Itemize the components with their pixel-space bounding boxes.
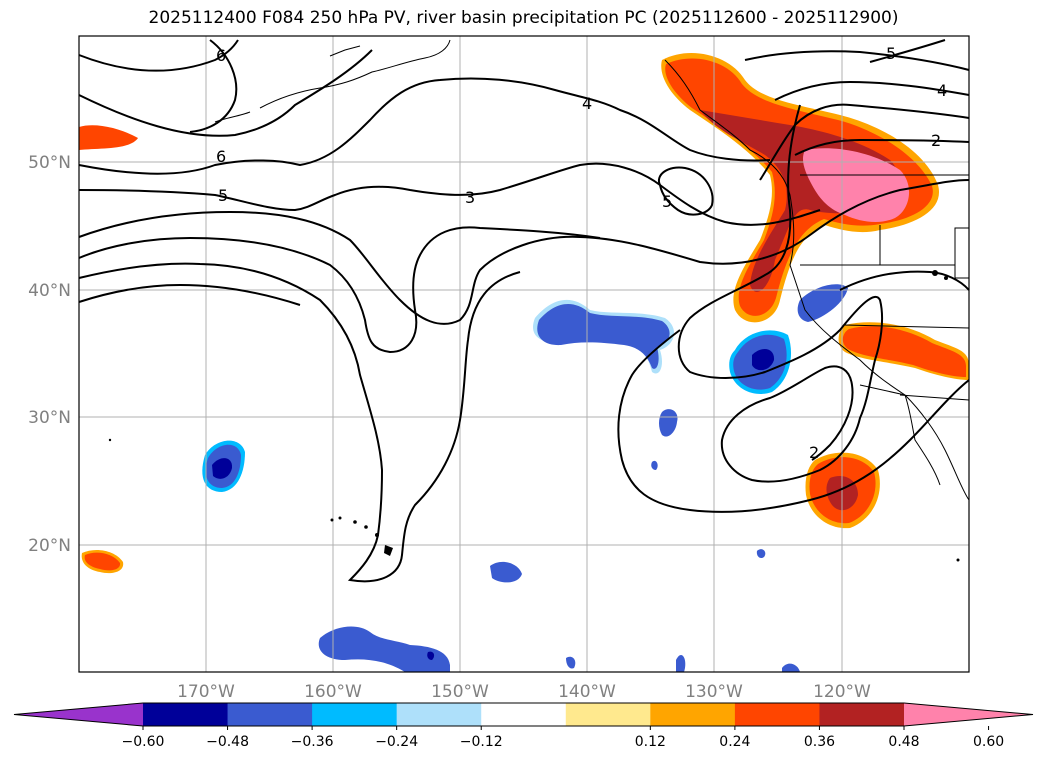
lat-label: 50°N xyxy=(28,153,71,173)
precip-patch-southwest-inner xyxy=(84,552,121,571)
lat-label: 40°N xyxy=(28,281,71,301)
precip-patch-small-1 xyxy=(659,409,678,437)
precip-patch-small-7 xyxy=(651,460,658,470)
latitude-labels: 50°N 40°N 30°N 20°N xyxy=(28,153,71,556)
colorbar-tick-label: −0.24 xyxy=(375,734,418,750)
contour-label: 5 xyxy=(218,186,228,205)
precip-patch-central-pacific-inner xyxy=(537,303,670,369)
contour-label: 6 xyxy=(216,147,226,166)
colorbar: −0.60 −0.48 −0.36 −0.24 −0.12 0.12 0.24 0.36 0.4… xyxy=(13,702,1034,750)
coastlines xyxy=(214,39,970,501)
colorbar-extend-low xyxy=(14,703,143,726)
precip-patch-hawaii-west-core xyxy=(212,458,233,479)
contour-label: 2 xyxy=(931,131,941,150)
precip-patch-norcal xyxy=(797,284,848,322)
longitude-labels: 170°W 160°W 150°W 140°W 130°W 120°W xyxy=(177,682,871,702)
contour-label: 4 xyxy=(582,94,592,113)
precip-patch-west-edge xyxy=(79,125,138,150)
contour-label: 2 xyxy=(809,443,819,462)
contour-label: 3 xyxy=(465,188,475,207)
colorbar-tick-label: −0.60 xyxy=(122,734,165,750)
colorbar-tick-label: 0.60 xyxy=(973,734,1004,750)
pv-contour-labels: 6 6 5 3 4 5 5 4 2 2 xyxy=(216,44,947,462)
colorbar-tick-label: 0.24 xyxy=(719,734,750,750)
lon-label: 130°W xyxy=(685,682,743,702)
contour-label: 5 xyxy=(662,192,672,211)
lon-label: 120°W xyxy=(813,682,871,702)
colorbar-extend-high xyxy=(904,703,1033,726)
colorbar-swatch xyxy=(819,703,905,726)
precip-patch-off-california-core xyxy=(752,348,775,371)
precip-patch-south-central-core xyxy=(427,651,435,660)
precip-patch-southwest-us-inner xyxy=(842,326,966,377)
precip-patch-south-central xyxy=(318,626,450,672)
precip-negative-shading xyxy=(202,284,848,672)
colorbar-swatch xyxy=(734,703,820,726)
contour-label: 4 xyxy=(937,81,947,100)
lat-label: 30°N xyxy=(28,408,71,428)
lon-label: 150°W xyxy=(431,682,489,702)
precip-patch-small-2 xyxy=(490,561,522,583)
map-title: 2025112400 F084 250 hPa PV, river basin … xyxy=(148,8,899,28)
lat-label: 20°N xyxy=(28,536,71,556)
colorbar-swatch xyxy=(481,703,567,726)
colorbar-swatch xyxy=(312,703,398,726)
lon-label: 160°W xyxy=(304,682,362,702)
plot-frame xyxy=(78,35,970,673)
lon-label: 170°W xyxy=(177,682,235,702)
colorbar-swatch xyxy=(396,703,482,726)
pv-contours xyxy=(78,39,970,583)
colorbar-swatch xyxy=(143,703,229,726)
precip-positive-shading xyxy=(79,52,969,574)
colorbar-tick-label: −0.36 xyxy=(291,734,334,750)
colorbar-tick-label: −0.48 xyxy=(206,734,249,750)
colorbar-swatch xyxy=(227,703,313,726)
precip-patch-small-6 xyxy=(756,549,766,559)
contour-label: 6 xyxy=(216,46,226,65)
contour-label: 5 xyxy=(886,44,896,63)
precip-patch-small-4 xyxy=(676,655,686,672)
precip-patch-pink xyxy=(802,148,910,222)
colorbar-swatch xyxy=(650,703,736,726)
precip-patch-small-5 xyxy=(782,663,800,672)
colorbar-tick-label: −0.12 xyxy=(460,734,503,750)
lon-label: 140°W xyxy=(558,682,616,702)
colorbar-tick-label: 0.36 xyxy=(804,734,835,750)
precip-patch-small-3 xyxy=(566,656,576,669)
colorbar-tick-label: 0.12 xyxy=(635,734,666,750)
colorbar-tick-label: 0.48 xyxy=(888,734,919,750)
colorbar-swatch xyxy=(565,703,651,726)
